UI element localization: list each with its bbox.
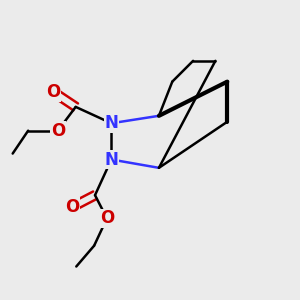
Text: N: N [104, 114, 118, 132]
Text: O: O [46, 83, 61, 101]
Text: N: N [104, 151, 118, 169]
Text: O: O [100, 209, 114, 227]
Text: O: O [51, 122, 65, 140]
Text: O: O [65, 198, 79, 216]
